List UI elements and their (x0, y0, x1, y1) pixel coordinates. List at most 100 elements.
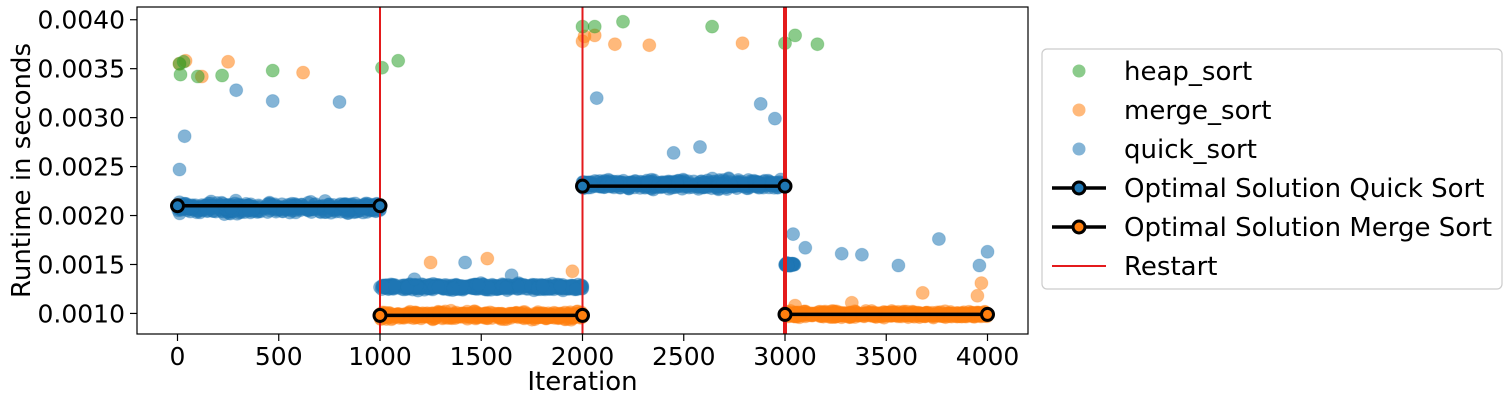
merge-sort-point (565, 264, 580, 279)
quick-sort-point (972, 258, 987, 273)
heap-sort-point (176, 54, 191, 69)
merge-sort-point (607, 37, 622, 52)
quick-sort-point (504, 268, 519, 283)
heap-sort-point (810, 37, 825, 52)
quick-sort-point (980, 244, 995, 259)
quick-sort-point (446, 281, 461, 296)
legend-marker (1071, 180, 1087, 196)
merge-sort-point (844, 295, 859, 310)
quick-sort-point (658, 176, 672, 191)
optimal-quick-sort-marker (170, 198, 185, 214)
optimal-lines (170, 178, 995, 323)
optimal-quick-sort-marker (575, 178, 590, 194)
legend-label: quick_sort (1124, 135, 1257, 165)
legend-marker (1072, 142, 1086, 156)
legend-marker (1072, 103, 1086, 117)
merge-sort-point (642, 38, 657, 53)
quick-sort-point (407, 272, 422, 287)
quick-sort-point (693, 140, 707, 154)
x-tick-label: 4000 (956, 342, 1020, 371)
heap-sort-point (788, 28, 803, 43)
heap-sort-point (265, 63, 280, 78)
y-tick-label: 0.0020 (38, 202, 125, 231)
quick-sort-point (553, 279, 568, 293)
restart-lines (379, 7, 787, 334)
optimal-quick-sort-marker (777, 178, 793, 194)
y-tick-label: 0.0040 (38, 6, 125, 35)
merge-sort-point (296, 65, 311, 80)
merge-sort-point (423, 255, 438, 270)
merge-sort-point (974, 276, 989, 291)
quick-sort-point (568, 282, 583, 297)
heap-sort-point (215, 68, 230, 83)
x-tick-label: 1500 (449, 342, 513, 371)
x-tick-label: 3500 (854, 342, 918, 371)
quick-sort-point (753, 96, 768, 111)
merge-sort-point (480, 251, 495, 266)
quick-sort-point (223, 200, 238, 215)
quick-sort-point (498, 280, 513, 295)
y-axis: 0.0010 0.0015 0.0020 0.0025 0.0030 0.0035 0.00… (38, 6, 137, 328)
legend-label: heap_sort (1124, 57, 1252, 87)
quick-sort-point (627, 176, 641, 191)
legend-box (1041, 48, 1503, 290)
quick-sort-point (854, 247, 869, 262)
quick-sort-point (798, 240, 813, 255)
quick-sort-point (471, 277, 486, 292)
heap-sort-point (587, 19, 602, 34)
quick-sort-point (891, 258, 906, 273)
y-tick-label: 0.0015 (38, 250, 125, 279)
quick-sort-point (458, 255, 473, 270)
optimal-merge-sort-marker (575, 307, 590, 323)
x-tick-label: 2500 (652, 342, 716, 371)
legend: heap_sort merge_sort quick_sort Optimal Sol… (1041, 48, 1503, 290)
legend-marker (1072, 64, 1086, 78)
quick-sort-point (182, 200, 197, 215)
x-tick-label: 3000 (753, 342, 817, 371)
quick-sort-point (265, 94, 280, 108)
heap-sort-point (391, 53, 406, 68)
quick-sort-point (767, 111, 782, 126)
merge-sort-point (970, 288, 985, 303)
quick-sort-point (353, 200, 368, 215)
x-tick-label: 500 (255, 342, 303, 371)
quick-sort-point (177, 129, 192, 144)
quick-sort-point (332, 95, 347, 109)
optimal-quick-sort-marker (372, 198, 388, 214)
y-axis-label: Runtime in seconds (7, 43, 37, 298)
y-tick-label: 0.0030 (38, 104, 125, 133)
quick-sort-point (387, 278, 402, 293)
legend-label: Optimal Solution Merge Sort (1124, 213, 1492, 243)
heap-sort-point (616, 14, 630, 29)
quick-sort-point (786, 227, 801, 242)
quick-sort-point (172, 162, 187, 177)
merge-sort-point (735, 36, 750, 51)
x-tick-label: 1000 (348, 342, 412, 371)
optimal-merge-sort-marker (980, 306, 995, 322)
quick-sort-point (666, 145, 681, 160)
heap-sort-point (190, 69, 205, 84)
legend-label: merge_sort (1124, 96, 1271, 126)
optimal-merge-sort-marker (777, 306, 793, 322)
x-axis-label: Iteration (527, 367, 637, 397)
merge-sort-point (477, 310, 492, 325)
quick-sort-point (229, 83, 244, 98)
x-tick-label: 2000 (551, 342, 615, 371)
merge-sort-point (915, 285, 930, 300)
quick-sort-point (589, 91, 604, 106)
heap-sort-point (375, 60, 389, 75)
heap-sort-point (705, 19, 720, 34)
y-tick-label: 0.0025 (38, 153, 125, 182)
quick-sort-point (834, 246, 849, 261)
merge-sort-point (221, 54, 236, 69)
optimal-merge-sort-marker (372, 307, 388, 323)
merge-sort-point (788, 298, 803, 313)
quick-sort-point (535, 278, 550, 293)
y-tick-label: 0.0010 (38, 299, 125, 328)
legend-label: Restart (1124, 252, 1217, 282)
quick-sort-point (931, 232, 946, 246)
y-tick-label: 0.0035 (38, 55, 125, 84)
legend-marker (1071, 219, 1087, 235)
quick-sort-point (431, 279, 446, 294)
